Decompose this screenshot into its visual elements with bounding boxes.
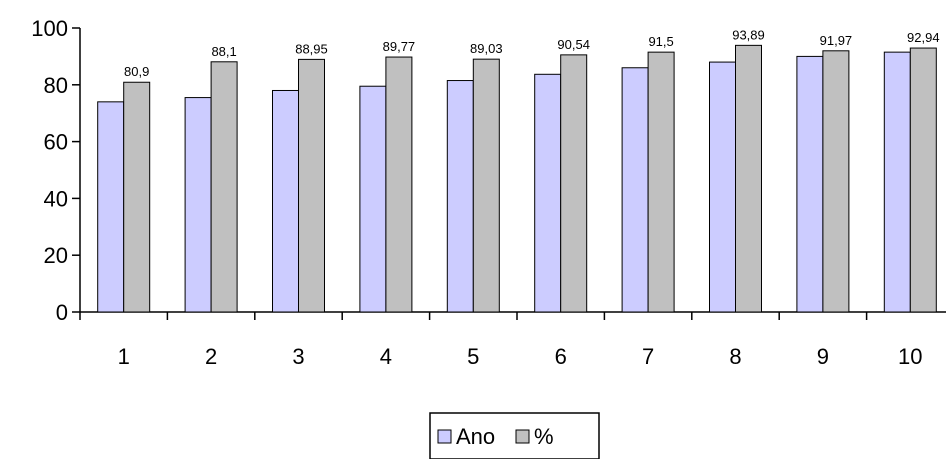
chart-bars [97,44,937,313]
y-tick-label: 80 [44,73,68,98]
bar-ano [359,85,387,313]
legend-box [429,412,600,459]
bar-ano [621,67,649,313]
bar-ano [796,55,824,313]
bar-ano [883,51,911,313]
x-tick-label: 6 [555,344,567,369]
legend-swatch [437,429,452,444]
x-tick-label: 10 [898,344,922,369]
data-label: 90,54 [557,37,590,52]
x-tick-label: 4 [380,344,392,369]
bar-percent [298,58,325,313]
y-tick-label: 100 [31,16,68,41]
x-tick-label: 2 [205,344,217,369]
data-label: 80,9 [124,64,149,79]
bar-ano [534,73,562,313]
y-tick-label: 0 [56,300,68,325]
bar-ano [272,89,299,313]
bar-ano [97,101,125,313]
bar-ano [184,97,212,313]
y-tick-label: 20 [44,243,68,268]
chart-axes: 0 20 40 60 80 100 1 2 3 4 5 6 7 8 9 10 [31,16,946,369]
data-label: 89,77 [383,39,416,54]
y-tick-label: 60 [44,130,68,155]
bar-percent [385,56,413,313]
x-tick-label: 9 [817,344,829,369]
bar-percent [210,61,238,313]
chart-data-labels: 80,9 88,1 88,95 89,77 89,03 90,54 91,5 93,89 91,… [124,27,940,79]
bar-percent [822,50,850,313]
x-tick-label: 7 [642,344,654,369]
legend-label: % [534,424,554,449]
bar-percent [647,51,675,313]
bar-percent [909,47,937,313]
chart-legend: Ano% [429,412,600,459]
bar-percent [472,58,500,313]
data-label: 92,94 [907,30,940,45]
x-tick-label: 8 [729,344,741,369]
data-label: 91,5 [648,34,673,49]
legend-swatch [515,429,530,444]
bar-percent [735,44,762,313]
data-label: 93,89 [732,27,765,42]
bar-ano [709,61,736,313]
data-label: 91,97 [820,33,853,48]
data-label: 89,03 [470,41,503,56]
data-label: 88,95 [295,41,328,56]
legend-label: Ano [456,424,495,449]
bar-percent [560,54,588,313]
bar-ano [446,80,474,313]
y-tick-label: 40 [44,186,68,211]
x-tick-label: 3 [292,344,304,369]
data-label: 88,1 [211,44,236,59]
x-tick-label: 1 [118,344,130,369]
x-tick-label: 5 [467,344,479,369]
bar-percent [123,81,151,313]
